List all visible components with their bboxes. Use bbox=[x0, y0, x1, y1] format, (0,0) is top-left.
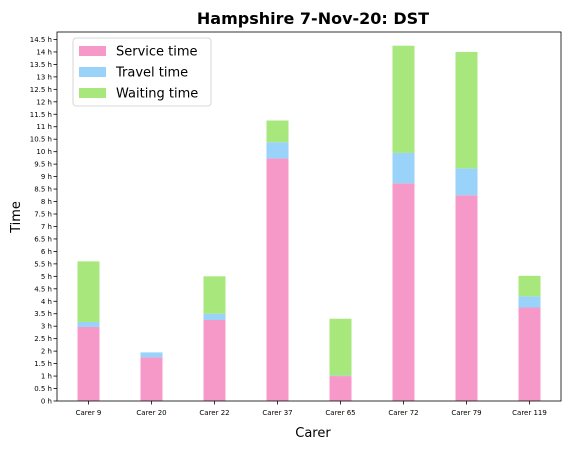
x-tick-label: Carer 22 bbox=[199, 409, 229, 417]
legend-label-service-time: Service time bbox=[116, 45, 198, 60]
bar-travel-time-carer-37 bbox=[266, 142, 289, 159]
chart-title: Hampshire 7-Nov-20: DST bbox=[197, 9, 429, 28]
y-tick-label: 2.5 h bbox=[34, 335, 52, 343]
legend: Service time Travel time Waiting time bbox=[72, 37, 212, 107]
y-tick-label: 4.5 h bbox=[34, 285, 52, 293]
y-tick-label: 10 h bbox=[36, 148, 52, 156]
y-tick-label: 7 h bbox=[41, 223, 52, 231]
plot-area bbox=[56, 31, 562, 402]
bar-service-time-carer-9 bbox=[77, 326, 100, 401]
x-axis: Carer 9 Carer 20 Carer 22 Carer 37 Carer 65 C… bbox=[76, 401, 547, 417]
bar-service-time-carer-37 bbox=[266, 158, 289, 401]
y-tick-label: 4 h bbox=[41, 298, 52, 306]
y-tick-label: 3.5 h bbox=[34, 310, 52, 318]
y-tick-label: 11.5 h bbox=[30, 111, 52, 119]
bar-travel-time-carer-20 bbox=[140, 352, 163, 358]
y-tick-label: 0 h bbox=[41, 398, 52, 406]
y-tick-label: 9.5 h bbox=[34, 161, 52, 169]
legend-swatch-waiting-time bbox=[79, 88, 106, 98]
legend-swatch-service-time bbox=[79, 46, 106, 56]
bar-travel-time-carer-22 bbox=[203, 313, 226, 320]
y-tick-label: 5.5 h bbox=[34, 260, 52, 268]
bar-waiting-time-carer-72 bbox=[392, 45, 415, 153]
x-tick-label: Carer 79 bbox=[451, 409, 481, 417]
y-tick-label: 13.5 h bbox=[30, 61, 52, 69]
legend-box bbox=[72, 37, 212, 107]
y-tick-label: 2 h bbox=[41, 348, 52, 356]
x-tick-label: Carer 37 bbox=[262, 409, 292, 417]
y-tick-label: 13 h bbox=[36, 73, 52, 81]
y-tick-label: 14.5 h bbox=[30, 36, 52, 44]
legend-label-waiting-time: Waiting time bbox=[116, 87, 198, 102]
x-tick-label: Carer 65 bbox=[325, 409, 355, 417]
y-tick-label: 5 h bbox=[41, 273, 52, 281]
y-tick-label: 9 h bbox=[41, 173, 52, 181]
bar-travel-time-carer-72 bbox=[392, 152, 415, 184]
x-tick-label: Carer 72 bbox=[388, 409, 418, 417]
bar-waiting-time-carer-79 bbox=[455, 51, 478, 169]
y-tick-label: 10.5 h bbox=[30, 136, 52, 144]
x-tick-label: Carer 9 bbox=[76, 409, 102, 417]
legend-swatch-travel-time bbox=[79, 67, 106, 77]
y-tick-label: 1 h bbox=[41, 373, 52, 381]
bar-waiting-time-carer-65 bbox=[329, 318, 352, 376]
y-tick-label: 14 h bbox=[36, 48, 52, 56]
bar-service-time-carer-22 bbox=[203, 319, 226, 401]
bar-waiting-time-carer-37 bbox=[266, 120, 289, 143]
y-tick-label: 7.5 h bbox=[34, 211, 52, 219]
y-tick-label: 6 h bbox=[41, 248, 52, 256]
bar-waiting-time-carer-22 bbox=[203, 276, 226, 314]
y-tick-label: 1.5 h bbox=[34, 360, 52, 368]
bar-waiting-time-carer-119 bbox=[518, 275, 541, 297]
y-tick-label: 8 h bbox=[41, 198, 52, 206]
y-axis: 0 h 0.5 h 1 h 1.5 h 2 h 2.5 h 3 h 3.5 h 4 h 4.5 h… bbox=[30, 36, 57, 406]
y-tick-label: 6.5 h bbox=[34, 235, 52, 243]
bar-service-time-carer-119 bbox=[518, 307, 541, 401]
bar-travel-time-carer-9 bbox=[77, 321, 100, 327]
bar-service-time-carer-20 bbox=[140, 357, 163, 401]
x-tick-label: Carer 20 bbox=[136, 409, 166, 417]
bar-service-time-carer-72 bbox=[392, 183, 415, 401]
y-axis-label: Time bbox=[9, 201, 24, 234]
bar-travel-time-carer-119 bbox=[518, 296, 541, 308]
y-tick-label: 11 h bbox=[36, 123, 52, 131]
y-tick-label: 12 h bbox=[36, 98, 52, 106]
bar-service-time-carer-65 bbox=[329, 376, 352, 401]
y-tick-label: 3 h bbox=[41, 323, 52, 331]
bar-travel-time-carer-79 bbox=[455, 168, 478, 196]
y-tick-label: 0.5 h bbox=[34, 385, 52, 393]
plot-frame bbox=[56, 31, 562, 402]
x-axis-label: Carer bbox=[295, 426, 331, 441]
bar-service-time-carer-79 bbox=[455, 195, 478, 401]
y-tick-label: 12.5 h bbox=[30, 86, 52, 94]
bar-waiting-time-carer-9 bbox=[77, 261, 100, 322]
legend-label-travel-time: Travel time bbox=[115, 66, 188, 81]
y-tick-label: 8.5 h bbox=[34, 186, 52, 194]
x-tick-label: Carer 119 bbox=[512, 409, 547, 417]
bar-travel-time-carer-65 bbox=[329, 375, 352, 377]
